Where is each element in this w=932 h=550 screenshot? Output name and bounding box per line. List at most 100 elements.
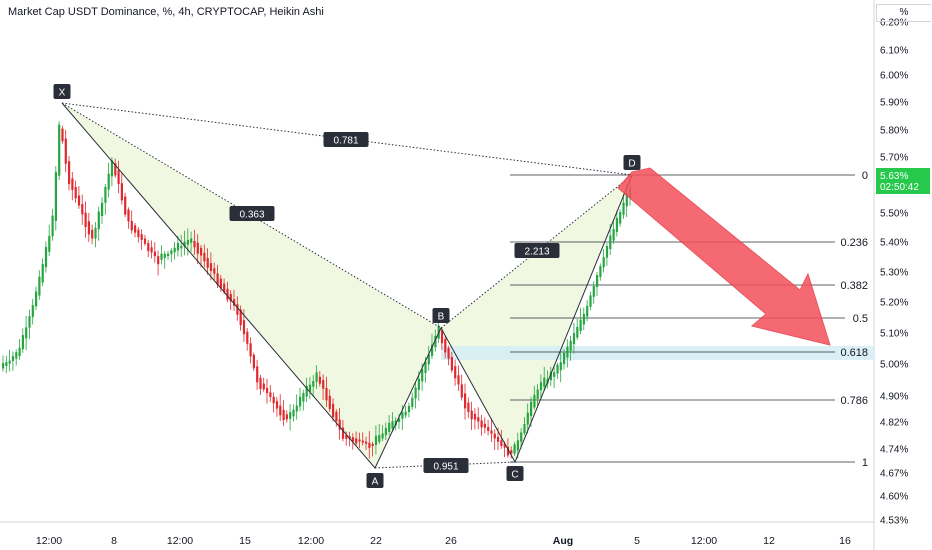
candle-body [404,411,407,416]
y-tick-label: 4.74% [880,445,908,456]
candles-group [2,121,632,459]
candle-body [506,446,510,456]
candle-body [355,438,358,444]
candle-body [117,170,120,185]
candle-body [368,442,371,448]
candle-body [533,394,536,408]
candle-body [328,395,331,409]
candle-body [249,343,252,357]
candle-body [252,354,255,369]
candle-body [361,440,364,443]
y-tick-label: 5.40% [880,238,908,249]
candle-body [602,257,605,268]
candle-body [625,193,628,207]
candle-body [589,295,592,307]
candle-body [427,354,430,365]
candle-body [170,250,173,255]
candle-body [536,389,539,399]
svg-text:0.363: 0.363 [239,210,264,221]
candle-body [143,238,147,244]
candle-body [246,331,249,344]
candle-body [341,427,345,439]
candle-body [615,217,618,232]
candle-body [223,283,226,293]
candle-body [282,410,285,421]
candle-body [322,380,325,389]
unit-label[interactable]: % [876,4,931,22]
candle-body [84,212,87,228]
candle-body [417,378,420,390]
y-tick-label: 5.50% [880,209,908,220]
svg-text:X: X [59,88,66,99]
time-axis: 12:00 8 12:00 15 12:00 22 26 Aug 5 12:00 12 16 [36,535,851,547]
svg-text:2.213: 2.213 [524,247,549,258]
candle-body [163,253,166,258]
y-tick-label: 4.53% [880,516,908,527]
point-label-b: B [432,308,450,323]
candle-body [520,432,523,442]
fib-level-label: 0.236 [840,237,868,249]
candle-body [147,242,150,252]
candle-body [91,229,94,239]
candle-body [292,409,295,417]
candle-body [279,405,282,416]
candle-body [365,441,368,444]
candle-body [41,263,44,283]
candle-body [351,437,354,442]
candle-body [150,247,153,253]
point-label-x: X [53,84,71,99]
candle-body [226,288,229,300]
candle-body [576,326,579,338]
candle-body [569,340,572,351]
candle-body [157,256,160,265]
candle-body [398,418,401,422]
y-tick-label: 5.90% [880,98,908,109]
candle-body [454,366,457,379]
candle-body [127,209,130,222]
candle-body [414,387,417,399]
candle-body [110,160,114,177]
candle-body [31,305,34,317]
candle-body [190,238,193,243]
y-tick-label: 5.30% [880,268,908,279]
candle-body [510,450,513,454]
candle-body [25,327,28,339]
candle-body [8,360,11,364]
candle-body [196,242,199,254]
y-tick-label: 5.10% [880,329,908,340]
candle-body [44,247,48,268]
candle-body [219,278,222,288]
y-tick-label: 4.82% [880,418,908,429]
candle-body [114,163,117,176]
candle-body [54,172,57,221]
candle-body [101,202,104,216]
last-price-badge [876,168,930,194]
y-tick-label: 5.20% [880,298,908,309]
candle-body [18,347,21,357]
chart-title: Market Cap USDT Dominance, %, 4h, CRYPTO… [8,6,324,18]
fib-level-label: 1 [862,457,868,469]
candle-body [21,335,24,350]
candle-body [338,419,341,430]
candle-body [378,435,381,442]
candle-body [444,338,447,353]
y-tick-label: 6.00% [880,71,908,82]
candle-body [619,211,622,224]
candle-body [107,173,110,190]
y-tick-label: 6.10% [880,46,908,57]
x-tick-label: 12:00 [36,535,62,547]
candle-body [572,333,576,345]
candle-body [513,444,516,454]
price-axis: 6.20% 6.10% 6.00% 5.90% 5.80% 5.70% 5.50% 5.40%… [876,18,930,527]
candle-body [186,240,189,245]
candle-body [140,234,143,240]
candle-body [612,228,615,241]
candle-body [295,405,298,412]
candle-body [275,401,279,409]
candle-body [586,305,589,317]
last-price-value: 5.63% [880,171,908,182]
fib-618-zone [441,346,875,360]
candle-body [308,384,312,392]
candle-body [556,364,559,374]
